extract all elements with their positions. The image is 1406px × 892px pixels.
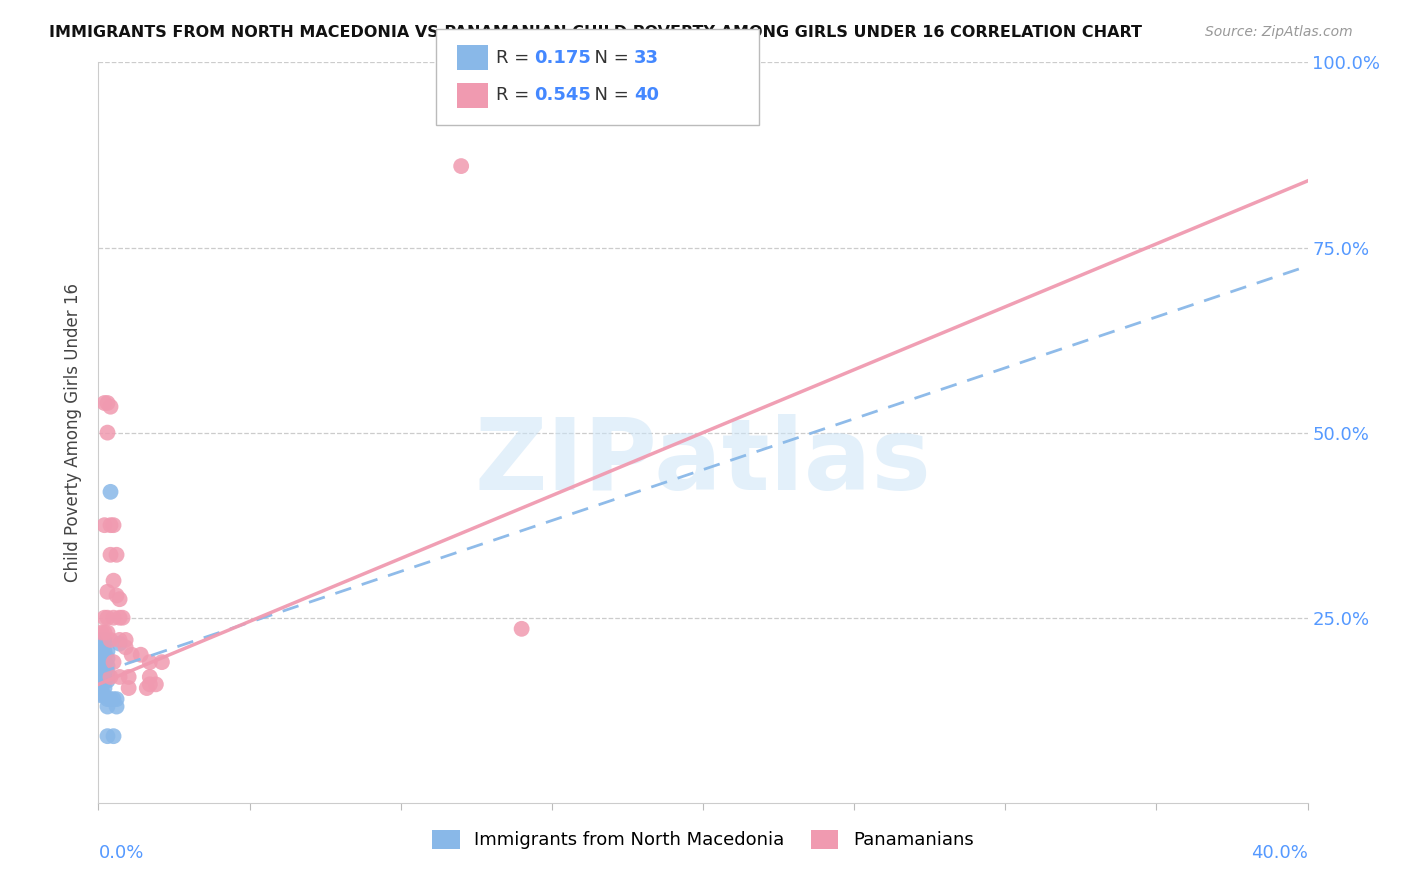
Point — [93, 632, 115, 647]
Point — [450, 159, 472, 173]
Point — [93, 651, 115, 665]
Text: ZIPatlas: ZIPatlas — [475, 414, 931, 511]
Point — [90, 637, 112, 651]
Point — [90, 681, 112, 695]
Point — [93, 658, 115, 673]
Point — [96, 644, 118, 658]
Point — [135, 681, 157, 695]
Point — [150, 655, 173, 669]
Point — [111, 610, 134, 624]
Point — [90, 673, 112, 688]
Text: N =: N = — [583, 87, 636, 104]
Text: 33: 33 — [634, 49, 659, 67]
Point — [96, 396, 118, 410]
Point — [90, 658, 112, 673]
Text: 40: 40 — [634, 87, 659, 104]
Point — [139, 670, 162, 684]
Point — [93, 637, 115, 651]
Point — [96, 673, 118, 688]
Point — [510, 622, 533, 636]
Point — [103, 518, 125, 533]
Point — [96, 692, 118, 706]
Point — [103, 729, 125, 743]
Point — [93, 689, 115, 703]
Point — [96, 699, 118, 714]
Point — [96, 666, 118, 681]
Text: IMMIGRANTS FROM NORTH MACEDONIA VS PANAMANIAN CHILD POVERTY AMONG GIRLS UNDER 16: IMMIGRANTS FROM NORTH MACEDONIA VS PANAM… — [49, 25, 1142, 40]
Point — [100, 548, 122, 562]
Point — [139, 677, 162, 691]
Point — [103, 692, 125, 706]
Point — [103, 610, 125, 624]
Point — [96, 610, 118, 624]
Point — [93, 396, 115, 410]
Point — [118, 681, 141, 695]
Point — [118, 670, 141, 684]
Point — [93, 518, 115, 533]
Point — [100, 518, 122, 533]
Point — [100, 484, 122, 499]
Point — [108, 632, 131, 647]
Point — [145, 677, 167, 691]
Point — [90, 666, 112, 681]
Point — [105, 699, 128, 714]
Point — [105, 692, 128, 706]
Point — [93, 644, 115, 658]
Text: R =: R = — [496, 49, 536, 67]
Point — [108, 670, 131, 684]
Point — [100, 632, 122, 647]
Legend: Immigrants from North Macedonia, Panamanians: Immigrants from North Macedonia, Panaman… — [425, 823, 981, 856]
Point — [108, 637, 131, 651]
Point — [90, 651, 112, 665]
Point — [129, 648, 152, 662]
Point — [90, 689, 112, 703]
Text: 40.0%: 40.0% — [1251, 845, 1308, 863]
Point — [90, 632, 112, 647]
Point — [139, 655, 162, 669]
Point — [121, 648, 143, 662]
Point — [100, 670, 122, 684]
Point — [96, 425, 118, 440]
Text: R =: R = — [496, 87, 536, 104]
Point — [108, 610, 131, 624]
Point — [114, 640, 136, 655]
Point — [93, 681, 115, 695]
Text: 0.0%: 0.0% — [98, 845, 143, 863]
Point — [105, 589, 128, 603]
Point — [96, 584, 118, 599]
Point — [100, 692, 122, 706]
Point — [100, 400, 122, 414]
Point — [108, 592, 131, 607]
Point — [93, 625, 115, 640]
Point — [103, 574, 125, 588]
Point — [90, 625, 112, 640]
Text: Source: ZipAtlas.com: Source: ZipAtlas.com — [1205, 25, 1353, 39]
Point — [96, 625, 118, 640]
Point — [96, 651, 118, 665]
Point — [93, 673, 115, 688]
Point — [90, 644, 112, 658]
Text: 0.175: 0.175 — [534, 49, 591, 67]
Point — [114, 632, 136, 647]
Point — [96, 658, 118, 673]
Point — [93, 610, 115, 624]
Point — [105, 548, 128, 562]
Point — [93, 666, 115, 681]
Text: N =: N = — [583, 49, 636, 67]
Point — [103, 655, 125, 669]
Y-axis label: Child Poverty Among Girls Under 16: Child Poverty Among Girls Under 16 — [65, 283, 83, 582]
Text: 0.545: 0.545 — [534, 87, 591, 104]
Point — [96, 729, 118, 743]
